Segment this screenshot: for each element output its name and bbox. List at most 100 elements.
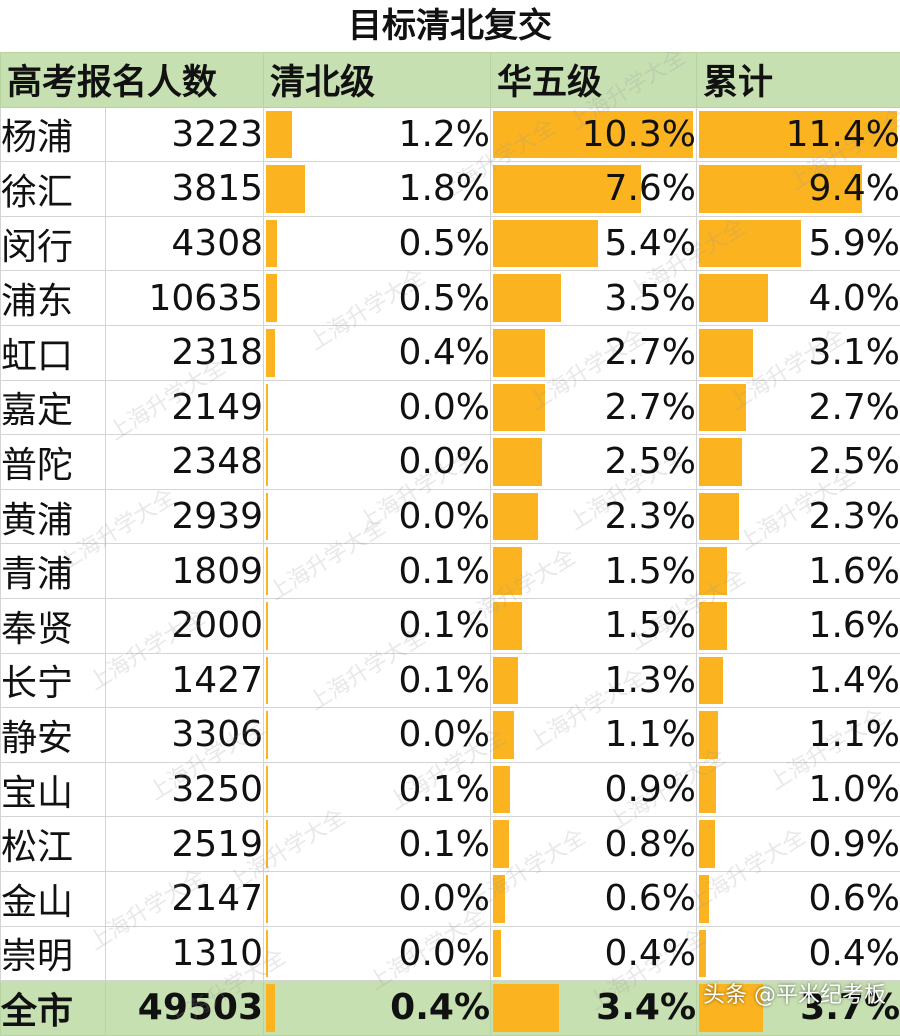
exam-count: 3815	[106, 162, 264, 217]
pct-cell-total: 1.4%	[697, 653, 900, 708]
data-bar-qb	[266, 875, 268, 923]
data-bar-h5	[493, 602, 522, 650]
data-bar-total	[699, 438, 742, 486]
pct-cell-h5: 2.5%	[491, 435, 697, 490]
pct-label-qb: 0.5%	[399, 223, 490, 264]
data-bar-total	[699, 493, 739, 541]
pct-cell-qb: 0.5%	[264, 216, 491, 271]
pct-label-total: 4.0%	[809, 278, 900, 319]
pct-cell-h5: 0.6%	[491, 871, 697, 926]
pct-label-qb: 0.5%	[399, 278, 490, 319]
pct-label-total: 1.0%	[809, 769, 900, 810]
pct-label-h5: 7.6%	[605, 168, 696, 209]
data-bar-qb	[266, 220, 277, 268]
pct-label-h5: 2.3%	[605, 496, 696, 537]
exam-count: 4308	[106, 216, 264, 271]
data-bar-qb	[266, 329, 275, 377]
pct-label-qb: 0.1%	[399, 769, 490, 810]
district-name: 嘉定	[1, 380, 106, 435]
data-bar-total	[699, 875, 709, 923]
data-bar-h5	[493, 220, 598, 268]
exam-count: 10635	[106, 271, 264, 326]
pct-cell-qb: 1.2%	[264, 107, 491, 162]
pct-label-qb: 0.0%	[399, 878, 490, 919]
header-total: 累计	[697, 53, 900, 108]
district-name: 徐汇	[1, 162, 106, 217]
pct-label-qb: 1.2%	[399, 114, 490, 155]
pct-cell-total: 3.1%	[697, 325, 900, 380]
data-bar-total	[699, 384, 746, 432]
pct-label-h5: 0.4%	[605, 933, 696, 974]
data-bar-total	[699, 766, 716, 814]
exam-count: 3250	[106, 762, 264, 817]
data-bar-h5	[493, 657, 518, 705]
pct-cell-h5: 0.8%	[491, 817, 697, 872]
pct-label-total: 2.3%	[809, 496, 900, 537]
district-name: 长宁	[1, 653, 106, 708]
district-name: 崇明	[1, 926, 106, 981]
exam-count: 1310	[106, 926, 264, 981]
pct-label-qb: 0.1%	[399, 660, 490, 701]
district-name: 闵行	[1, 216, 106, 271]
data-bar-total	[699, 220, 801, 268]
data-bar-h5	[493, 820, 509, 868]
pct-cell-qb: 0.1%	[264, 762, 491, 817]
pct-cell-h5: 2.7%	[491, 325, 697, 380]
pct-cell-h5: 0.4%	[491, 926, 697, 981]
data-bar-h5	[493, 930, 501, 978]
district-name: 黄浦	[1, 489, 106, 544]
pct-cell-qb: 0.0%	[264, 435, 491, 490]
district-name: 奉贤	[1, 598, 106, 653]
pct-label-h5: 5.4%	[605, 223, 696, 264]
chart-title: 目标清北复交	[0, 0, 900, 52]
district-name: 静安	[1, 708, 106, 763]
data-bar-qb	[266, 111, 292, 159]
pct-cell-total: 1.6%	[697, 544, 900, 599]
data-bar-total	[699, 274, 768, 322]
header-row: 高考报名人数 清北级 华五级 累计	[1, 53, 900, 108]
data-bar-qb	[266, 602, 268, 650]
pct-label-h5: 1.1%	[605, 714, 696, 755]
data-bar-h5	[493, 766, 510, 814]
pct-label-h5: 1.5%	[605, 551, 696, 592]
pct-cell-qb: 0.1%	[264, 653, 491, 708]
district-name: 浦东	[1, 271, 106, 326]
pct-cell-total: 9.4%	[697, 162, 900, 217]
data-bar-total	[699, 820, 715, 868]
pct-cell-h5: 7.6%	[491, 162, 697, 217]
source-credit: 头条 @平米纪考板	[703, 977, 886, 1009]
pct-cell-h5: 1.3%	[491, 653, 697, 708]
exam-count: 1427	[106, 653, 264, 708]
pct-cell-total: 1.6%	[697, 598, 900, 653]
pct-label-h5: 0.9%	[605, 769, 696, 810]
pct-cell-total: 0.4%	[697, 926, 900, 981]
pct-cell-h5: 3.5%	[491, 271, 697, 326]
data-bar-total	[699, 329, 753, 377]
pct-label-total: 1.4%	[809, 660, 900, 701]
pct-label-total: 1.6%	[809, 605, 900, 646]
pct-label-total: 0.4%	[809, 933, 900, 974]
data-bar-qb	[266, 766, 268, 814]
data-bar-total	[699, 711, 718, 759]
pct-cell-total: 0.6%	[697, 871, 900, 926]
pct-cell-qb: 0.0%	[264, 708, 491, 763]
pct-cell-total: 2.5%	[697, 435, 900, 490]
exam-count: 3306	[106, 708, 264, 763]
pct-cell-total: 1.1%	[697, 708, 900, 763]
pct-cell-qb: 0.0%	[264, 380, 491, 435]
pct-cell-total: 4.0%	[697, 271, 900, 326]
pct-cell-h5: 2.3%	[491, 489, 697, 544]
pct-label-h5: 2.7%	[605, 332, 696, 373]
exam-count: 2348	[106, 435, 264, 490]
pct-cell-h5: 0.9%	[491, 762, 697, 817]
exam-count: 2519	[106, 817, 264, 872]
pct-label-h5: 2.5%	[605, 441, 696, 482]
pct-cell-h5: 1.5%	[491, 598, 697, 653]
